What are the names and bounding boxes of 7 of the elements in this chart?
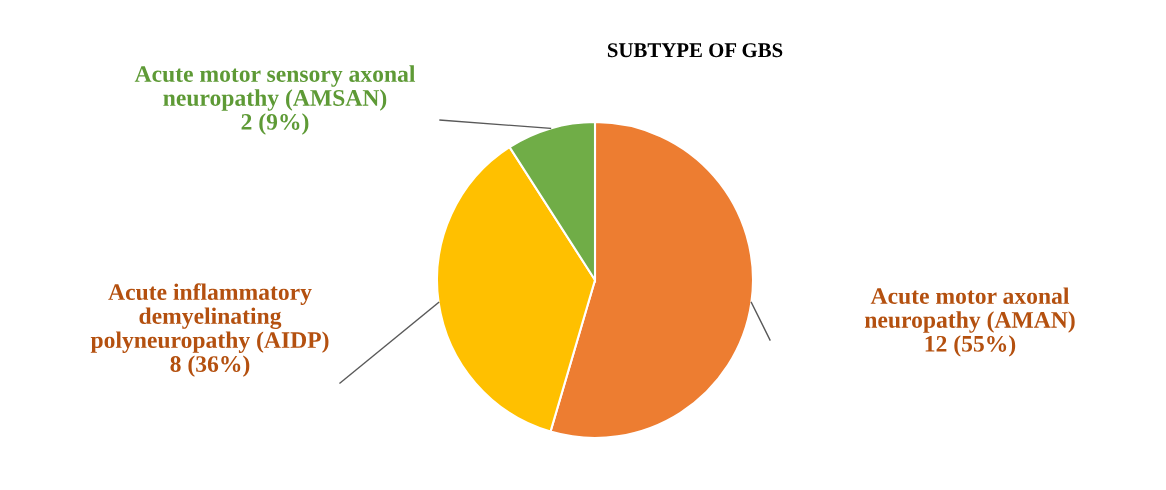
slice-label: Acute motor axonal neuropathy (AMAN) xyxy=(864,287,1075,333)
chart-title: SUBTYPE OF GBS xyxy=(607,43,783,58)
slice-label: Acute motor sensory axonal neuropathy (AMSAN) xyxy=(134,65,416,111)
data-label: 8 (36%) xyxy=(170,355,250,377)
data-label: 12 (55%) xyxy=(925,335,1016,357)
slice-label: Acute inflammatory demyelinating polyneuropathy (AIDP) xyxy=(90,283,329,353)
data-label: 2 (9%) xyxy=(241,113,309,135)
